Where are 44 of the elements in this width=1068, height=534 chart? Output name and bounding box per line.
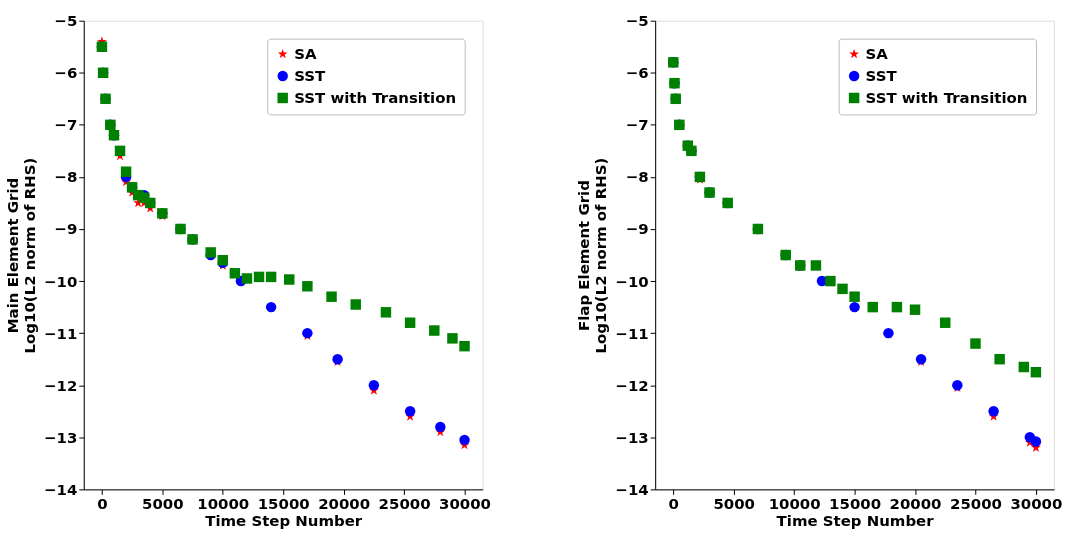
y-tick-label: −6 bbox=[54, 64, 78, 83]
y-tick-label: −10 bbox=[615, 272, 649, 291]
x-tick-label: 25000 bbox=[949, 494, 1002, 513]
x-tick-label: 5000 bbox=[713, 494, 756, 513]
y-tick-label: −11 bbox=[615, 324, 649, 343]
y-axis-title: Main Element Grid Log10(L2 norm of RHS) bbox=[4, 157, 39, 354]
legend-label: SST with Transition bbox=[294, 88, 457, 107]
y-tick-label: −13 bbox=[43, 428, 78, 447]
x-tick-label: 10000 bbox=[197, 494, 250, 513]
y-tick-label: −9 bbox=[625, 220, 649, 239]
y-tick-label: −5 bbox=[54, 12, 78, 31]
y-tick-label: −8 bbox=[54, 168, 78, 187]
x-tick-label: 25000 bbox=[378, 494, 431, 513]
y-tick-label: −10 bbox=[43, 272, 78, 291]
x-tick-label: 30000 bbox=[439, 494, 491, 513]
y-tick-label: −5 bbox=[625, 12, 649, 31]
x-axis-title: Time Step Number bbox=[776, 511, 935, 530]
legend-label: SST with Transition bbox=[865, 88, 1028, 107]
y-tick-label: −12 bbox=[43, 376, 78, 395]
x-tick-label: 20000 bbox=[889, 494, 942, 513]
x-tick-label: 15000 bbox=[257, 494, 310, 513]
x-tick-label: 10000 bbox=[768, 494, 821, 513]
x-tick-label: 15000 bbox=[829, 494, 882, 513]
x-axis-title: Time Step Number bbox=[205, 511, 363, 530]
legend-label: SST bbox=[865, 67, 898, 86]
legend-label: SA bbox=[865, 45, 889, 64]
x-tick-label: 5000 bbox=[142, 494, 184, 513]
y-tick-label: −12 bbox=[615, 376, 649, 395]
y-tick-label: −14 bbox=[43, 480, 78, 499]
legend-label: SA bbox=[294, 45, 317, 64]
y-tick-label: −14 bbox=[615, 480, 649, 499]
y-tick-label: −9 bbox=[54, 220, 78, 239]
x-tick-label: 20000 bbox=[318, 494, 371, 513]
x-tick-label: 30000 bbox=[1010, 494, 1063, 513]
y-axis-title: Flap Element Grid Log10(L2 norm of RHS) bbox=[575, 157, 611, 354]
y-tick-label: −8 bbox=[625, 168, 649, 187]
y-tick-label: −7 bbox=[54, 116, 78, 135]
x-tick-label: 0 bbox=[97, 494, 108, 513]
y-tick-label: −13 bbox=[615, 428, 649, 447]
x-tick-label: 0 bbox=[668, 494, 679, 513]
legend-label: SST bbox=[294, 67, 327, 86]
y-tick-label: −11 bbox=[43, 324, 78, 343]
y-tick-label: −6 bbox=[625, 64, 649, 83]
y-tick-label: −7 bbox=[625, 116, 649, 135]
